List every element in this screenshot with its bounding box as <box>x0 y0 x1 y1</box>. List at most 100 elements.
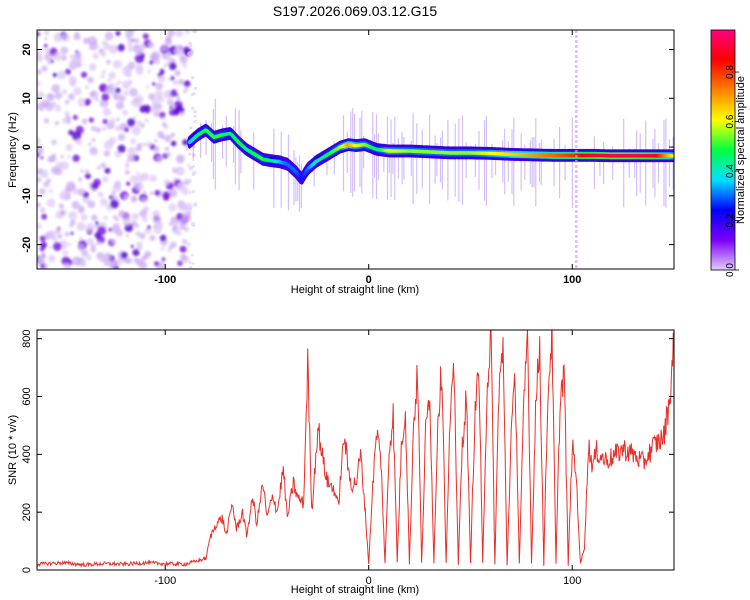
noise-blob <box>170 140 177 147</box>
noise-blob <box>37 69 42 75</box>
noise-blob <box>46 59 52 65</box>
noise-blob <box>115 82 119 87</box>
x-tick-label: -100 <box>154 274 176 286</box>
noise-blob <box>40 207 45 213</box>
noise-blob <box>116 117 120 122</box>
noise-blob <box>93 178 101 187</box>
noise-blob <box>95 241 100 246</box>
noise-blob <box>160 116 164 120</box>
noise-blob <box>117 144 126 153</box>
noise-blob <box>87 76 94 84</box>
noise-blob <box>64 110 70 117</box>
noise-blob <box>130 195 138 203</box>
noise-blob <box>81 71 88 78</box>
noise-blob <box>68 242 72 246</box>
colorbar: 0.0 0.2 0.4 0.6 0.8 Normalized spectral ampl… <box>710 29 747 277</box>
noise-blob <box>96 165 101 170</box>
noise-blob <box>68 93 75 101</box>
noise-blob <box>41 213 47 220</box>
noise-blob <box>55 161 64 170</box>
noise-blob <box>187 41 193 46</box>
noise-blob <box>137 142 143 148</box>
noise-blob <box>124 65 131 72</box>
noise-blob <box>182 139 189 146</box>
noise-blob <box>132 249 140 257</box>
noise-blob <box>153 225 162 234</box>
noise-blob <box>53 33 63 42</box>
noise-blob <box>151 105 161 115</box>
noise-blob <box>169 105 173 109</box>
noise-blob <box>124 127 129 133</box>
noise-blob <box>94 232 102 239</box>
noise-blob <box>154 139 158 143</box>
noise-blob <box>146 85 150 89</box>
noise-blob <box>103 140 113 150</box>
noise-blob <box>143 190 147 194</box>
noise-blob <box>58 203 65 209</box>
noise-blob <box>191 106 195 110</box>
noise-blob <box>37 256 43 262</box>
noise-blob <box>115 87 121 94</box>
noise-blob <box>133 182 141 190</box>
noise-blob <box>61 118 68 124</box>
noise-blob <box>37 31 41 37</box>
noise-blob <box>163 89 173 99</box>
noise-blob <box>46 93 55 102</box>
noise-blob <box>178 78 185 85</box>
noise-blob <box>52 140 56 144</box>
noise-blob <box>101 93 110 101</box>
noise-blob <box>115 30 121 36</box>
noise-blob <box>95 221 99 225</box>
noise-blob <box>136 120 143 126</box>
noise-blob <box>169 62 177 71</box>
noise-blob <box>159 234 167 242</box>
noise-blob <box>147 69 152 73</box>
noise-blob <box>188 261 192 265</box>
noise-blob <box>87 200 96 209</box>
noise-blob <box>73 33 81 41</box>
noise-blob <box>144 118 149 123</box>
y-tick-label: 400 <box>21 445 33 463</box>
snr-series-line <box>37 330 674 569</box>
noise-blob <box>84 169 90 174</box>
noise-blob <box>115 125 121 132</box>
noise-blob <box>104 261 109 267</box>
noise-blob <box>131 125 141 136</box>
noise-blob <box>123 194 129 200</box>
noise-blob <box>125 257 133 264</box>
y-tick-label: 800 <box>21 329 33 347</box>
noise-blob <box>111 191 116 196</box>
noise-blob <box>139 105 148 113</box>
noise-blob <box>188 266 193 269</box>
noise-blob <box>95 126 101 133</box>
noise-blob <box>69 59 78 69</box>
colorbar-label: Normalized spectral amplitude <box>735 76 747 224</box>
y-tick-label: -20 <box>21 237 33 253</box>
noise-blob <box>69 223 74 228</box>
noise-blob <box>74 51 82 59</box>
snr-x-label: Height of straight line (km) <box>291 584 419 596</box>
noise-blob <box>179 245 187 253</box>
noise-blob <box>47 54 54 61</box>
noise-blob <box>77 188 86 196</box>
noise-blob <box>118 95 126 102</box>
noise-blob <box>113 59 122 69</box>
noise-blob <box>78 236 83 241</box>
noise-blob <box>73 87 82 96</box>
noise-blob <box>180 110 185 116</box>
noise-blob <box>188 152 192 156</box>
noise-blob <box>77 243 85 252</box>
noise-blob <box>54 120 60 126</box>
noise-blob <box>146 110 150 114</box>
noise-blob <box>44 47 50 54</box>
noise-blob <box>100 162 107 169</box>
noise-blob <box>37 145 44 155</box>
noise-blob <box>118 80 122 84</box>
noise-blob <box>43 181 50 188</box>
noise-blob <box>61 33 70 42</box>
noise-blob <box>46 198 56 208</box>
noise-blob <box>77 97 87 107</box>
noise-blob <box>152 82 156 86</box>
noise-blob <box>37 91 45 100</box>
